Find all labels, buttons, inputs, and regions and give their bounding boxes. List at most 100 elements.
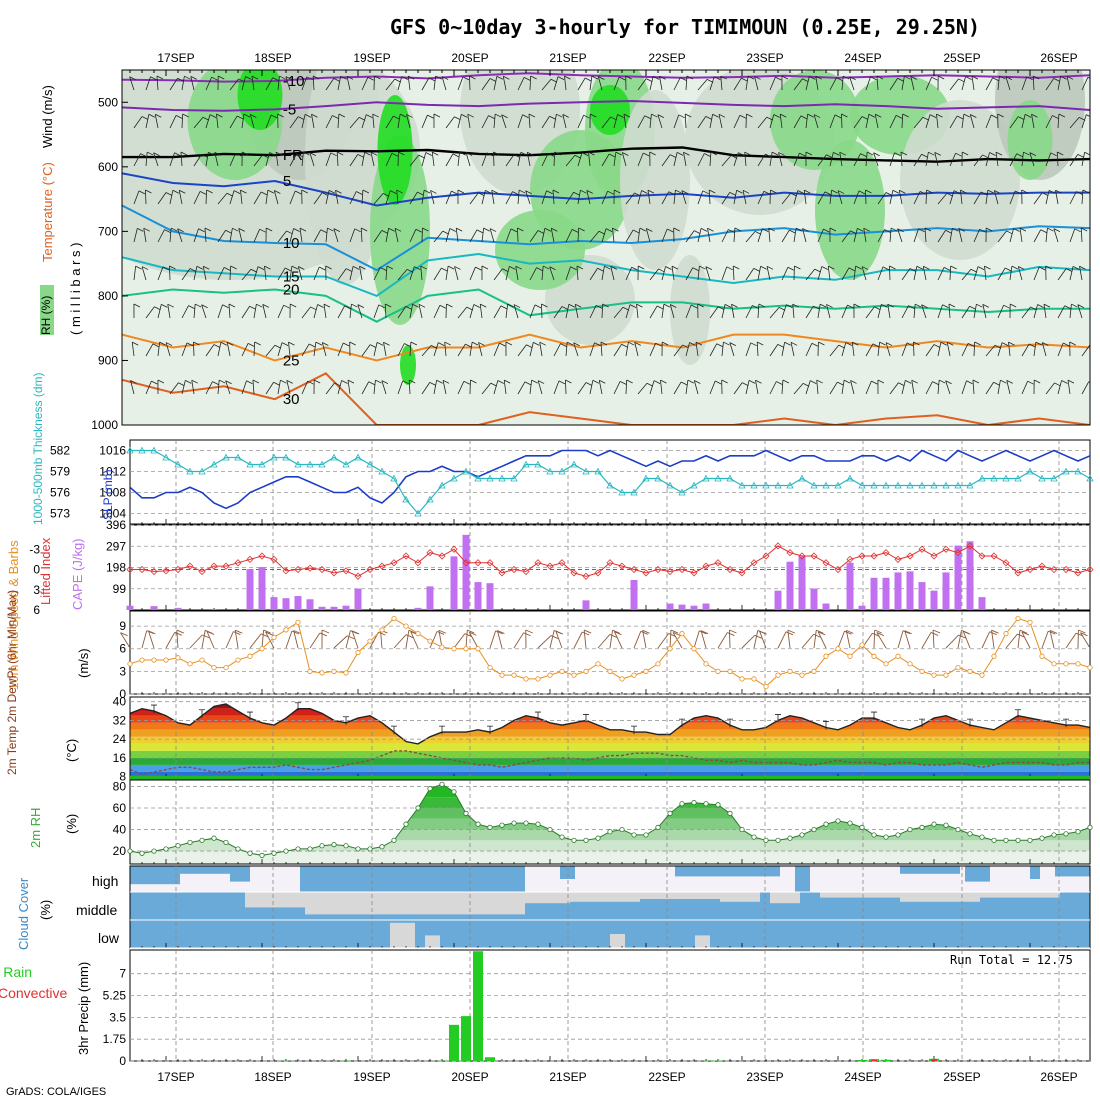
li-point [222, 562, 230, 570]
wind10m-barb [1041, 630, 1049, 649]
thickness-point [870, 481, 878, 489]
wind-barb-flag [576, 265, 584, 270]
wind-barb-flag [280, 379, 287, 384]
wind-barb-flag [513, 304, 521, 308]
wind-barb [1057, 114, 1060, 129]
wind-barb-flag [815, 75, 822, 80]
wind-barb [481, 78, 491, 91]
wind-speed-point [343, 670, 349, 676]
li-point [858, 552, 866, 560]
wind-barb-flag [251, 75, 259, 80]
wind-barb-flag [585, 382, 593, 386]
wind-barb-flag [406, 269, 414, 273]
li-point [930, 552, 938, 560]
minmax-errbar [871, 711, 877, 721]
wind-barb [829, 114, 836, 129]
precip-ylabel-conv: Convective [0, 985, 67, 1001]
wind-barb [577, 77, 586, 91]
precip-total-bar [461, 1016, 471, 1061]
wind-barb [924, 228, 927, 243]
rh2m-point [955, 826, 961, 833]
wind10m-barb [393, 634, 407, 649]
top-date-label: 23SEP [746, 51, 783, 65]
wind-barb-flag [198, 228, 205, 233]
wind-speed-point [475, 646, 481, 652]
wind-barb [841, 230, 851, 243]
wind-barb [433, 267, 442, 281]
wind-speed-point [679, 631, 685, 637]
wind-barb [877, 342, 881, 357]
rh-region [815, 140, 885, 280]
wind-barb-flag [146, 151, 154, 156]
wind-barb [181, 268, 191, 281]
wind10m-barb [1049, 630, 1055, 649]
wind-barb [997, 76, 1000, 91]
wind-barb [949, 265, 952, 281]
wind-barb-flag [337, 151, 344, 156]
wind-barb-flag [376, 341, 384, 346]
cloud-high-cell [130, 866, 180, 885]
rh2m-point [1003, 837, 1009, 843]
wind-barb [297, 266, 303, 281]
wind-barb-flag [406, 114, 413, 118]
wind-barb-flag [247, 343, 255, 347]
wind-speed-point [547, 672, 553, 678]
wind-barb-flag [193, 341, 200, 346]
wind-barb-flag [1028, 343, 1036, 348]
wind-barb-flag [765, 153, 772, 158]
rh2m-point [295, 846, 301, 852]
wind-barb-flag [429, 382, 436, 386]
wind-barb [277, 267, 286, 281]
cloud-middle-clear [640, 892, 720, 899]
wind-barb [445, 266, 449, 281]
wind-barb-flag [918, 228, 925, 233]
wind-barb [289, 228, 294, 243]
wind-speed-point [835, 646, 841, 652]
li-point [1002, 559, 1010, 567]
wind-barb [948, 304, 951, 319]
wind-barb [229, 190, 235, 205]
cape-bar [978, 597, 986, 610]
wind-barb-flag [1072, 265, 1080, 270]
wind-barb-flag [861, 116, 869, 120]
wind-barb-flag [430, 190, 437, 194]
rh2m-point [679, 801, 685, 807]
thickness-point [834, 481, 842, 489]
wind-barb [925, 189, 928, 205]
li-point [522, 567, 530, 576]
wind-barb-flag [351, 303, 358, 308]
wind10m-barb [672, 632, 683, 649]
thickness-point [414, 509, 422, 517]
wind-barb [936, 114, 939, 129]
wind-barb [1069, 266, 1074, 281]
wind-barb [697, 228, 702, 243]
wind-barb [241, 268, 252, 281]
wind-barb-flag [691, 304, 698, 309]
wind-barb [529, 380, 533, 395]
wind-barb [805, 305, 814, 319]
wind-barb-flag [303, 151, 310, 156]
wind-barb [601, 191, 609, 205]
wind10m-barb-flag [235, 629, 243, 634]
wind10m-barb [728, 629, 731, 649]
wind-barb [645, 228, 651, 243]
wind-barb-flag [1081, 227, 1088, 232]
isotherm-label: -5 [283, 101, 296, 118]
wind-barb [349, 266, 354, 281]
isotherm-FR [122, 146, 1090, 163]
wind-barb [985, 344, 996, 357]
wind-barb [1045, 382, 1055, 395]
wind-barb [312, 75, 315, 91]
wind-barb-flag [614, 189, 621, 194]
wind-speed-point [439, 644, 445, 650]
temp-unit: (°C) [64, 739, 79, 762]
wind-barb [153, 152, 159, 167]
wind-barb [205, 381, 213, 395]
wind-barb [190, 76, 195, 91]
cloud-label-high: high [92, 873, 118, 889]
wind-barb [541, 78, 552, 91]
wind-barb-flag [291, 265, 299, 270]
wind10m-barb-flag [206, 630, 215, 635]
wind-barb-flag [873, 152, 880, 157]
wind-barb [349, 154, 359, 167]
